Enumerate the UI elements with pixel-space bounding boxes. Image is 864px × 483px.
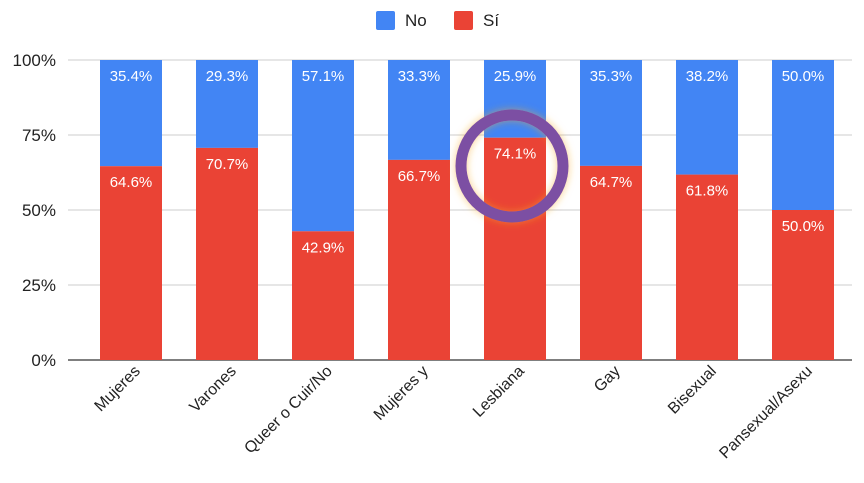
legend: No Sí — [376, 11, 499, 30]
legend-swatch-si — [454, 11, 473, 30]
data-label-no: 35.3% — [590, 68, 633, 85]
data-label-no: 29.3% — [206, 68, 249, 85]
bar-no — [580, 60, 642, 166]
data-label-no: 38.2% — [686, 68, 729, 85]
data-label-no: 25.9% — [494, 68, 537, 85]
highlight-circle — [455, 109, 569, 223]
bar-si — [580, 165, 642, 360]
x-tick-label: Mujeres y — [371, 363, 432, 424]
y-tick-label: 75% — [22, 126, 56, 145]
bar-si — [196, 147, 258, 360]
bar-no — [196, 60, 258, 148]
x-tick-label: Pansexual/Asexu — [716, 363, 815, 462]
bars: 35.4% 64.6% 29.3% 70.7% 57.1% 42.9% 33.3% 66.7%… — [100, 60, 834, 360]
y-tick-label: 25% — [22, 276, 56, 295]
y-tick-label: 0% — [31, 351, 56, 370]
data-label-no: 33.3% — [398, 68, 441, 85]
annotations — [455, 109, 569, 223]
x-tick-label: Mujeres — [92, 363, 144, 415]
data-label-si: 42.9% — [302, 239, 345, 256]
data-label-no: 35.4% — [110, 68, 153, 85]
bar-si — [676, 174, 738, 360]
legend-label-si: Sí — [483, 11, 499, 30]
bar-si — [292, 231, 354, 360]
bar-no — [388, 60, 450, 160]
data-label-si: 70.7% — [206, 156, 249, 173]
data-label-no: 57.1% — [302, 68, 345, 85]
x-tick-label: Varones — [187, 363, 240, 416]
bar-si — [772, 210, 834, 360]
data-label-si: 64.7% — [590, 174, 633, 191]
bar-no — [100, 60, 162, 167]
data-label-si: 64.6% — [110, 174, 153, 191]
x-axis: Mujeres Varones Queer o Cuir/No Mujeres y Le… — [92, 363, 816, 463]
data-label-si: 50.0% — [782, 218, 825, 235]
bar-si — [388, 159, 450, 360]
bar-no — [676, 60, 738, 175]
data-label-no: 50.0% — [782, 68, 825, 85]
data-label-si: 61.8% — [686, 183, 729, 200]
x-tick-label: Gay — [591, 363, 624, 396]
bar-si — [484, 137, 546, 360]
data-label-si: 66.7% — [398, 168, 441, 185]
y-tick-label: 100% — [13, 51, 56, 70]
bar-si — [100, 166, 162, 360]
legend-label-no: No — [405, 11, 427, 30]
x-tick-label: Lesbiana — [470, 363, 528, 421]
bar-no — [772, 60, 834, 210]
y-axis: 0% 25% 50% 75% 100% — [13, 51, 56, 370]
x-tick-label: Queer o Cuir/No — [241, 363, 335, 457]
x-tick-label: Bisexual — [665, 363, 720, 418]
data-label-si: 74.1% — [494, 146, 537, 163]
legend-swatch-no — [376, 11, 395, 30]
bar-no — [292, 60, 354, 232]
y-tick-label: 50% — [22, 201, 56, 220]
